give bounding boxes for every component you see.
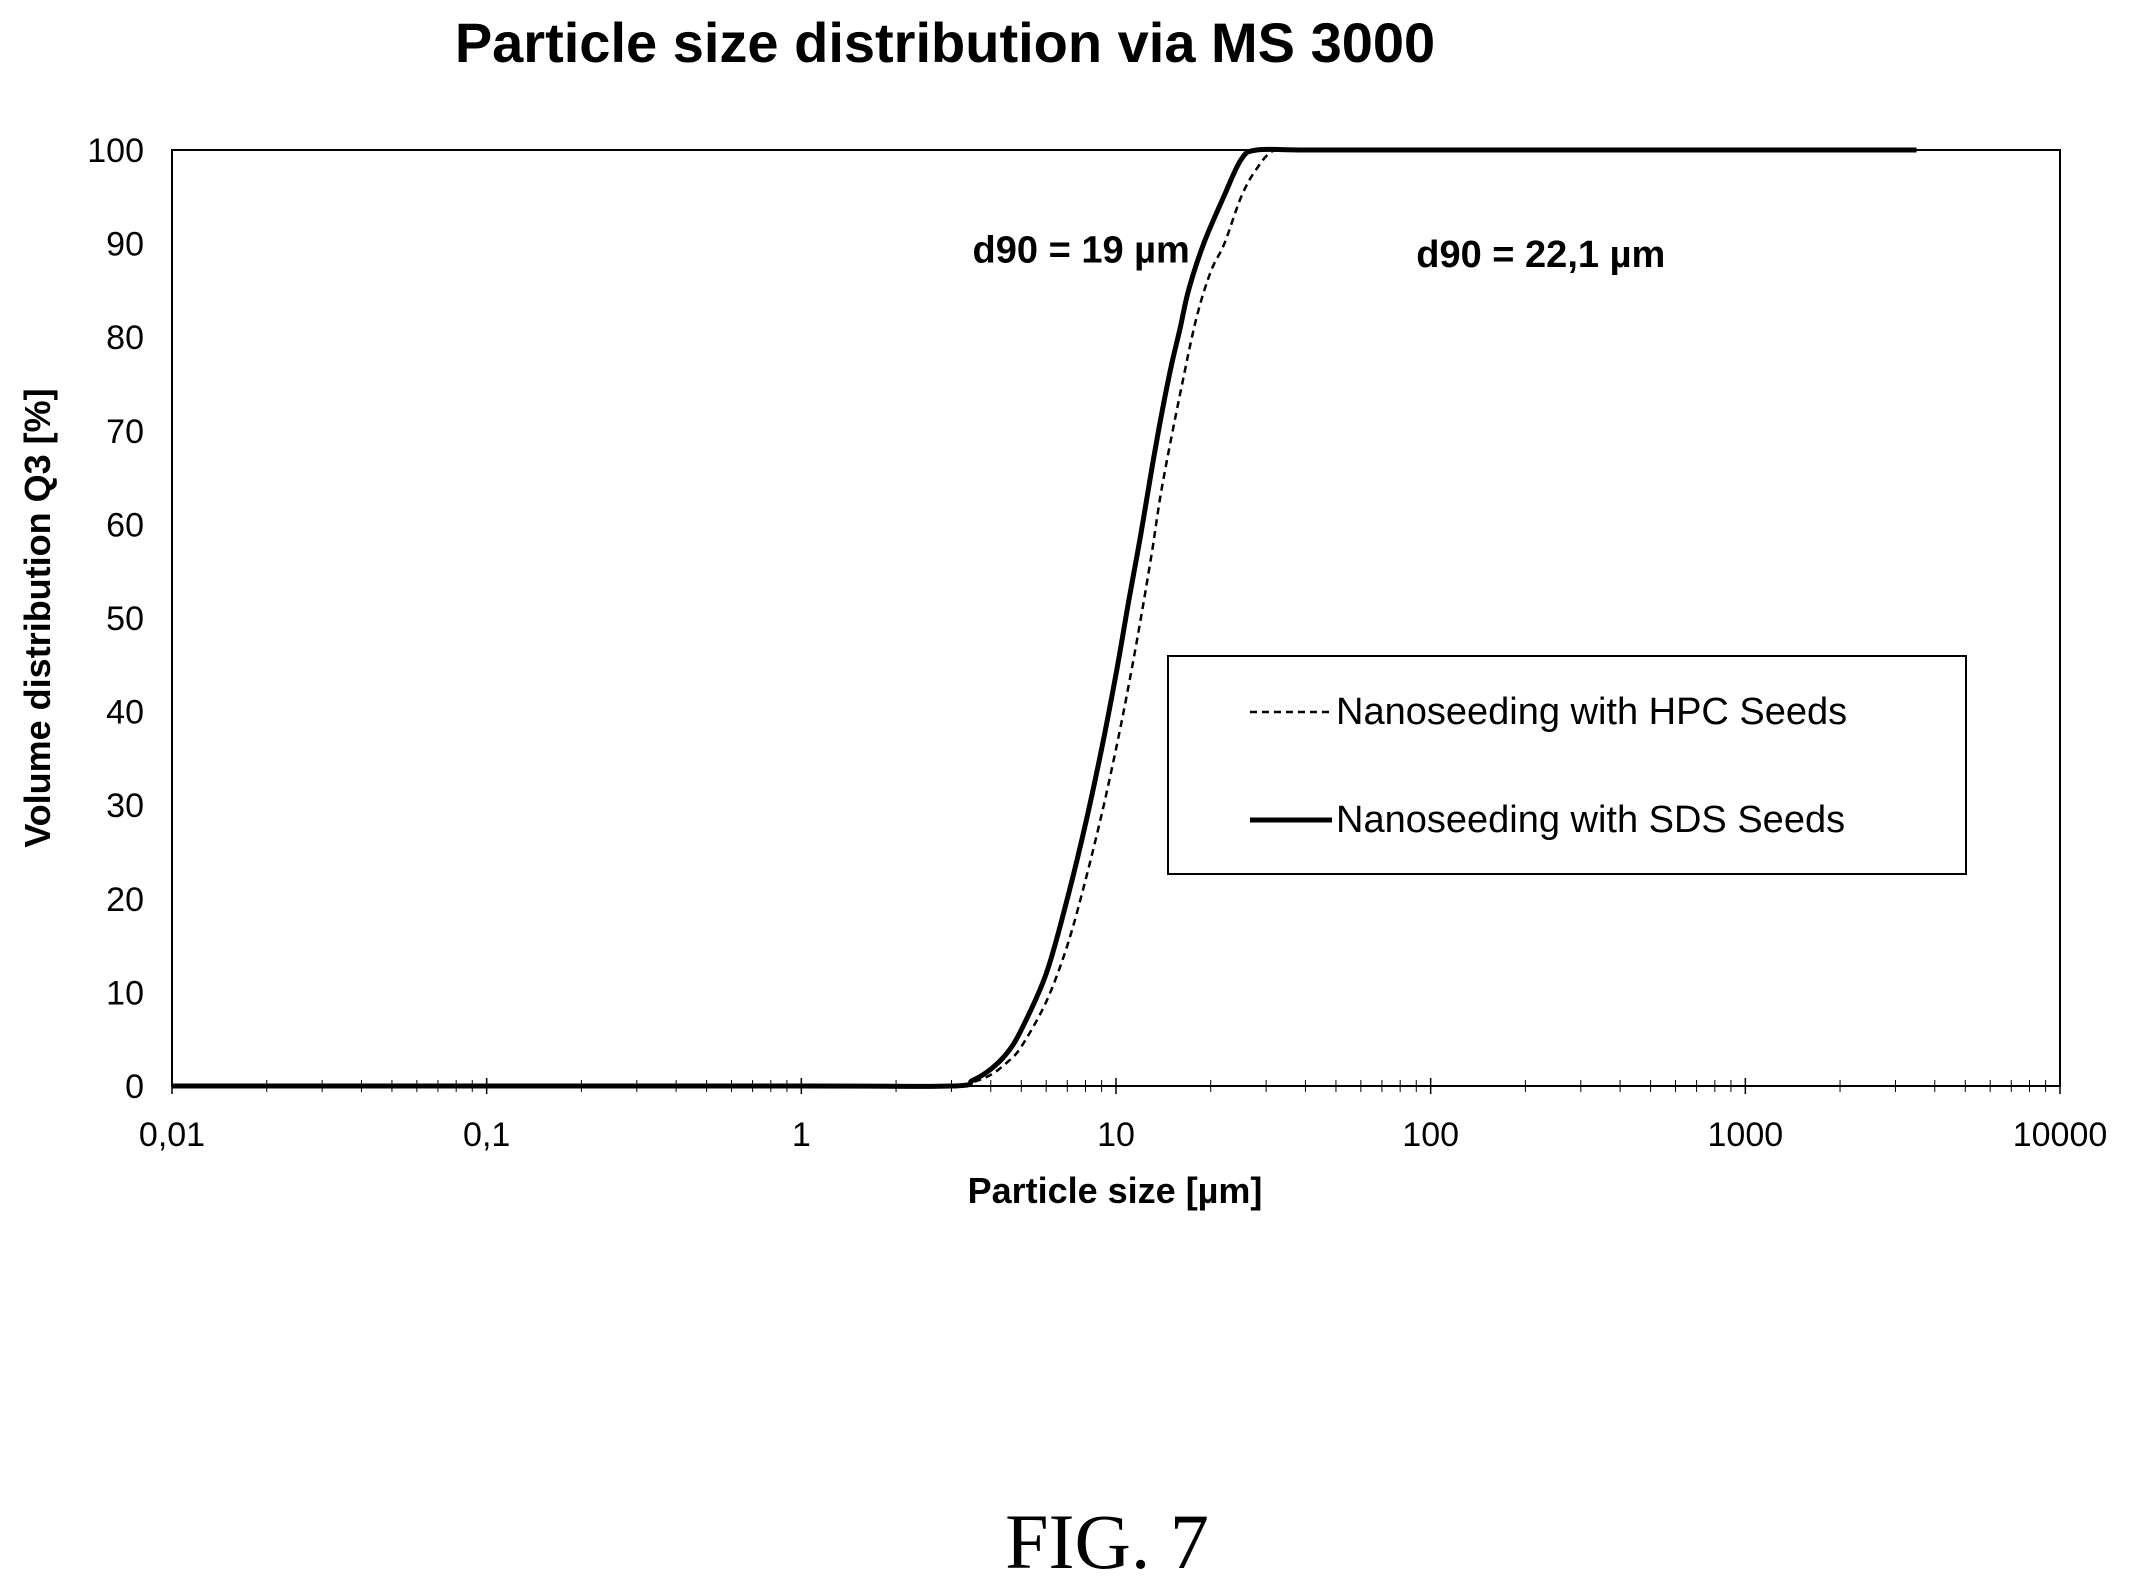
series-line-sds bbox=[171, 146, 1917, 1089]
d90-annotation-sds: d90 = 19 µm bbox=[973, 229, 1190, 271]
chart-title: Particle size distribution via MS 3000 bbox=[455, 11, 1435, 74]
y-tick-label: 10 bbox=[106, 974, 144, 1012]
y-tick-label: 100 bbox=[87, 132, 144, 170]
x-axis-label: Particle size [µm] bbox=[968, 1170, 1263, 1211]
y-tick-label: 50 bbox=[106, 600, 144, 638]
axis-ticks: 0 10 20 30 40 50 60 70 80 90 100 0,01 0,1 1 10 100 1000 1… bbox=[87, 132, 2107, 1154]
legend-label-hpc: Nanoseeding with HPC Seeds bbox=[1336, 691, 1847, 733]
legend-box bbox=[1167, 655, 1967, 875]
figure-label: FIG. 7 bbox=[1005, 1498, 1209, 1585]
legend: Nanoseeding with HPC Seeds Nanoseeding w… bbox=[1167, 655, 1967, 875]
y-tick-label: 0 bbox=[125, 1068, 144, 1106]
series-layer bbox=[171, 146, 1917, 1089]
y-tick-label: 70 bbox=[106, 413, 144, 451]
y-tick-label: 40 bbox=[106, 694, 144, 732]
x-tick-label: 1 bbox=[792, 1116, 811, 1154]
y-tick-label: 30 bbox=[106, 787, 144, 825]
x-tick-label: 1000 bbox=[1708, 1116, 1784, 1154]
x-tick-label: 100 bbox=[1402, 1116, 1459, 1154]
x-tick-label: 0,01 bbox=[139, 1116, 205, 1154]
y-tick-label: 90 bbox=[106, 226, 144, 264]
d90-annotation-hpc: d90 = 22,1 µm bbox=[1416, 234, 1665, 276]
legend-label-sds: Nanoseeding with SDS Seeds bbox=[1336, 799, 1845, 841]
y-tick-label: 60 bbox=[106, 506, 144, 544]
x-tick-label: 0,1 bbox=[463, 1116, 510, 1154]
y-tick-label: 20 bbox=[106, 881, 144, 919]
x-tick-label: 10000 bbox=[2013, 1116, 2108, 1154]
y-tick-label: 80 bbox=[106, 319, 144, 357]
x-tick-label: 10 bbox=[1097, 1116, 1135, 1154]
y-axis-label: Volume distribution Q3 [%] bbox=[17, 388, 58, 847]
plot-area bbox=[171, 149, 2061, 1087]
